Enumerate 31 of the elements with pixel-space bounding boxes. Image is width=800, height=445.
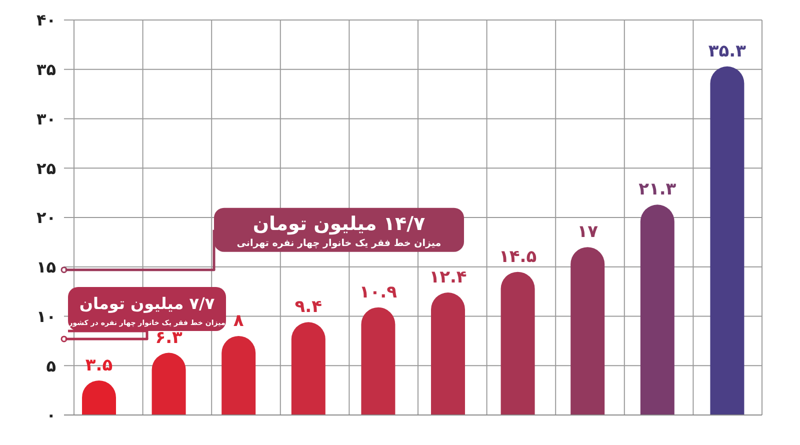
data-label: ۱۰.۹ xyxy=(359,282,398,302)
bar xyxy=(500,272,535,415)
y-tick-label: ۳۰ xyxy=(36,109,56,128)
bar xyxy=(361,307,396,415)
ref-line-label: ۷/۷ میلیون تومان xyxy=(79,294,215,313)
bar xyxy=(222,336,256,415)
y-tick-label: ۰ xyxy=(46,406,56,425)
annotation: میزان خط فقر یک خانوار چهار نفره تهرانی xyxy=(236,238,442,249)
y-tick-label: ۴۰ xyxy=(36,10,56,30)
y-tick-label: ۱۰ xyxy=(36,306,56,326)
y-tick-label: ۲۰ xyxy=(36,208,56,228)
y-tick-label: ۱۵ xyxy=(36,258,56,277)
bar xyxy=(152,352,186,415)
data-label: ۱۲.۴ xyxy=(429,268,467,288)
bar xyxy=(291,322,326,415)
data-label: ۶.۳ xyxy=(155,328,184,348)
data-label: ۳۵.۳ xyxy=(708,41,747,62)
bar xyxy=(570,247,605,415)
data-label: ۲۱.۳ xyxy=(638,180,677,200)
data-label: ۹.۴ xyxy=(294,297,322,318)
bar xyxy=(710,66,744,415)
bar xyxy=(640,204,674,415)
y-tick-label: ۳۵ xyxy=(36,60,56,80)
data-label: ۱۷ xyxy=(577,222,599,242)
data-label: ۱۴.۵ xyxy=(499,246,537,267)
y-tick-label: ۵ xyxy=(46,356,56,376)
data-label: ۳.۵ xyxy=(85,355,113,376)
y-tick-label: ۲۵ xyxy=(36,158,56,178)
data-label: ۸ xyxy=(233,311,244,331)
ref-line-label: ۱۴/۷ میلیون تومان xyxy=(252,212,426,235)
bar xyxy=(431,292,465,415)
